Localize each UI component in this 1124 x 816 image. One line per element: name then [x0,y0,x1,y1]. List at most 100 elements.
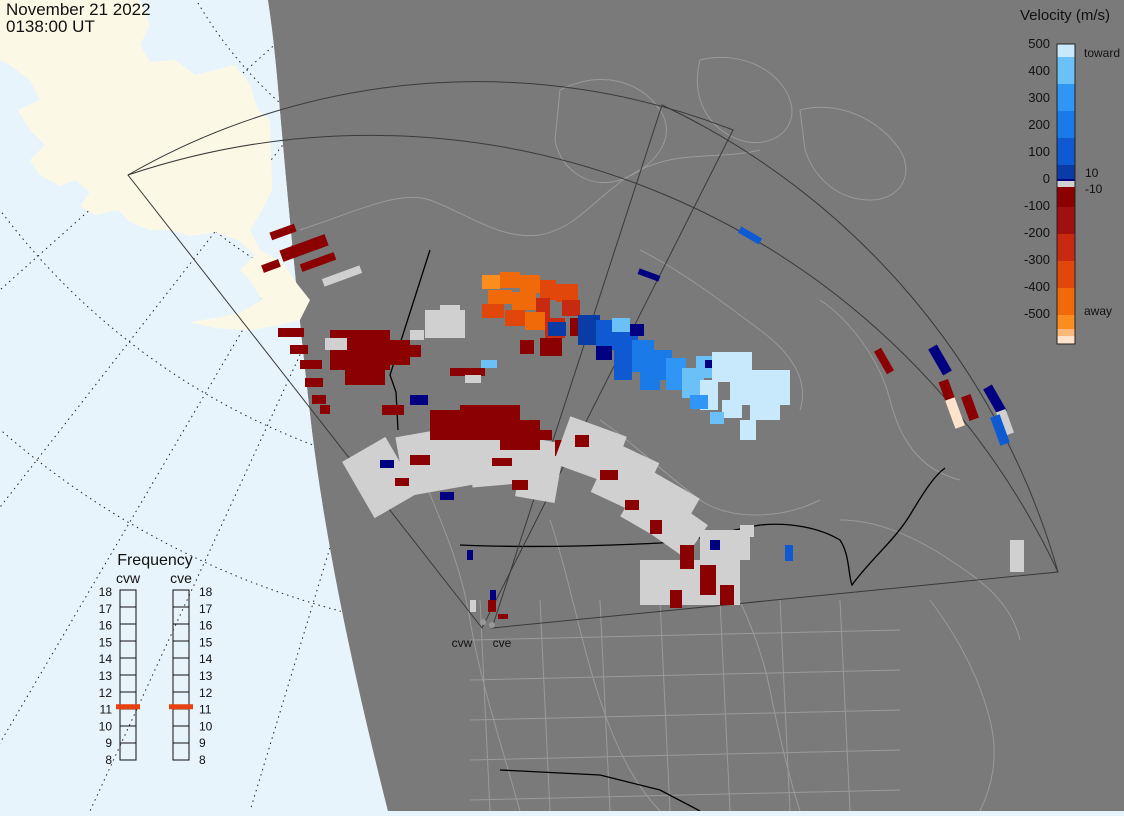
legend-tick: 300 [1028,90,1050,105]
legend-away-label: away [1084,304,1112,318]
velocity-cell [410,455,430,465]
frequency-level-right: 9 [199,736,206,750]
velocity-cell [505,310,525,326]
us-mexico-border [499,769,701,812]
legend-swatch [1057,207,1075,234]
frequency-level-right: 17 [199,602,213,616]
frequency-level-right: 14 [199,652,213,666]
velocity-cell [512,480,528,490]
coastline [839,519,1021,641]
state-border [469,709,901,721]
frequency-level-right: 10 [199,719,213,733]
legend-tick: 100 [1028,144,1050,159]
time-label: 0138:00 UT [6,17,95,36]
velocity-cell [548,322,566,336]
velocity-cell [928,344,952,376]
velocity-cell [961,394,979,421]
velocity-cell [490,590,496,600]
velocity-cell [874,347,894,375]
velocity-cell [482,275,500,289]
fields-of-view [127,81,1059,629]
velocity-cell [450,368,485,376]
legend-frame [1056,43,1076,345]
coastline [554,79,667,184]
velocity-cell [410,395,428,405]
cve-field-of-view [491,104,1059,629]
legend-tick: 0 [1043,171,1050,186]
velocity-cell [690,395,708,409]
frequency-marker [169,704,193,710]
state-border [479,599,491,812]
frequency-level-right: 15 [199,635,213,649]
legend-swatch [1057,179,1075,181]
velocity-cell [395,345,421,357]
velocity-cell [300,360,322,369]
state-border [469,629,901,641]
velocity-cell [482,304,504,318]
legend-swatch [1057,234,1075,261]
legend-title: Velocity (m/s) [1020,7,1110,24]
velocity-cell [410,330,424,340]
state-border [469,749,901,761]
velocity-cell [320,405,330,414]
velocity-cell [680,545,694,569]
velocity-cell [640,368,660,390]
legend-pos-label: 10 [1085,166,1099,180]
frequency-level-left: 15 [99,635,113,649]
velocity-cell [488,600,496,612]
velocity-cell [722,400,742,418]
velocity-cells [261,223,1024,619]
legend-swatch [1057,315,1075,329]
coastline [419,469,521,812]
frequency-radar-label: cvw [116,570,141,586]
velocity-cell [720,585,734,605]
velocity-cell [996,409,1014,436]
velocity-cell [637,268,661,282]
velocity-cell [261,259,281,273]
velocity-cell [467,550,473,560]
legend-swatch [1057,84,1075,111]
station-cve-marker [489,622,495,628]
station-cvw-label: cvw [452,636,473,650]
frequency-level-left: 17 [99,602,113,616]
state-border [599,599,611,812]
velocity-cell [512,292,536,310]
state-border [779,599,791,812]
velocity-cell [632,340,654,372]
velocity-cell [540,280,556,300]
velocity-cell [540,430,552,440]
velocity-cell [520,340,534,354]
velocity-cell [652,502,708,558]
coastline [929,599,995,812]
frequency-level-right: 16 [199,619,213,633]
velocity-cell [342,436,418,519]
legend-tick: -400 [1024,279,1050,294]
velocity-cell [345,365,385,385]
legend-swatch [1057,44,1075,57]
legend-swatch [1057,111,1075,138]
velocity-cell [481,360,497,368]
velocity-cell [666,358,686,390]
coastline [299,149,761,237]
velocity-cell [740,420,756,440]
velocity-cell [612,318,630,332]
longitude-line [0,0,397,509]
legend-swatch [1057,261,1075,288]
velocity-cell [700,565,716,595]
date-label: November 21 2022 [6,0,151,19]
legend-swatch [1057,181,1075,187]
velocity-cell [290,345,308,354]
velocity-cell [578,315,600,345]
frequency-level-right: 11 [199,703,212,717]
alaska-land-overlay [0,0,310,330]
velocity-cell [670,590,682,608]
frequency-title: Frequency [117,552,193,569]
frequency-marker [116,704,140,710]
velocity-cell [625,500,639,510]
frequency-level-right: 13 [199,669,213,683]
velocity-cell [470,600,476,612]
legend-swatch [1057,288,1075,315]
velocity-cell [498,614,508,619]
velocity-cell [614,350,632,380]
